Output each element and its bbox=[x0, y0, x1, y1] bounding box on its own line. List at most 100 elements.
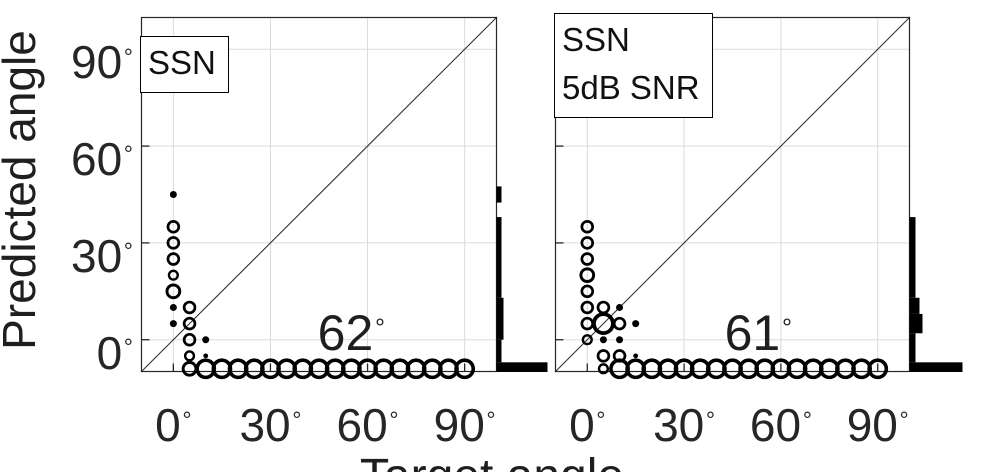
x-tick-label: 0° bbox=[155, 402, 191, 448]
scatter-point bbox=[579, 267, 596, 284]
mean-error-value: 61 bbox=[724, 305, 781, 362]
x-tick-label: 0° bbox=[569, 402, 605, 448]
scatter-point bbox=[166, 236, 181, 250]
scatter-point bbox=[867, 358, 889, 380]
scatter-point bbox=[182, 332, 197, 347]
tick-value: 90 bbox=[433, 399, 485, 451]
tick-value: 0 bbox=[155, 399, 181, 451]
x-tick-label: 60° bbox=[750, 402, 812, 448]
marginal-histogram-bar bbox=[496, 362, 548, 372]
degree-symbol: ° bbox=[182, 406, 192, 433]
plot-canvas-ssn-5db-snr bbox=[554, 16, 963, 380]
scatter-point bbox=[181, 360, 198, 377]
marginal-histogram-bar bbox=[496, 339, 502, 363]
scatter-point bbox=[616, 336, 624, 344]
degree-symbol: ° bbox=[782, 313, 792, 342]
scatter-point bbox=[182, 300, 197, 315]
marginal-histogram-bar bbox=[496, 217, 502, 298]
scatter-point bbox=[580, 300, 595, 315]
degree-symbol: ° bbox=[899, 406, 909, 433]
degree-symbol: ° bbox=[123, 237, 133, 264]
degree-symbol: ° bbox=[292, 406, 302, 433]
scatter-point bbox=[581, 334, 593, 346]
y-tick-label: 60° bbox=[71, 136, 133, 182]
marginal-histogram-bar bbox=[909, 217, 916, 298]
x-tick-label: 30° bbox=[239, 402, 301, 448]
mean-error-value: 62 bbox=[317, 305, 374, 362]
tick-value: 0 bbox=[569, 399, 595, 451]
y-tick-label: 30° bbox=[71, 233, 133, 279]
x-tick-label: 60° bbox=[337, 402, 399, 448]
subplot-ssn: SSN 62° 0° 30° 60° 90° bbox=[140, 16, 548, 448]
degree-symbol: ° bbox=[123, 334, 133, 361]
plot-canvas-ssn bbox=[140, 16, 548, 380]
tick-value: 60 bbox=[749, 399, 802, 451]
marginal-histogram-bar bbox=[909, 333, 916, 363]
scatter-point bbox=[169, 320, 177, 328]
x-tick-label: 90° bbox=[847, 402, 909, 448]
scatter-point bbox=[166, 252, 181, 266]
degree-symbol: ° bbox=[123, 140, 133, 167]
identity-line bbox=[140, 16, 498, 373]
mean-error-annotation: 62° bbox=[318, 308, 385, 358]
x-tick-label: 90° bbox=[434, 402, 496, 448]
marginal-histogram-bar bbox=[909, 297, 920, 314]
condition-label-box: SSN 5dB SNR bbox=[554, 13, 713, 118]
scatter-point bbox=[203, 353, 209, 359]
scatter-point bbox=[633, 353, 639, 359]
mean-error-annotation: 61° bbox=[725, 308, 792, 358]
tick-value: 90 bbox=[71, 36, 123, 89]
tick-value: 60 bbox=[71, 133, 123, 186]
degree-symbol: ° bbox=[802, 406, 812, 433]
subplot-ssn-5db-snr: SSN 5dB SNR 61° 0° 30° 60° 90° bbox=[554, 13, 963, 448]
scatter-point bbox=[580, 284, 595, 299]
scatter-point bbox=[580, 220, 595, 234]
x-axis-label: Target angle bbox=[360, 449, 624, 472]
condition-line: SSN bbox=[148, 44, 216, 81]
scatter-point bbox=[169, 191, 177, 198]
degree-symbol: ° bbox=[375, 313, 386, 342]
axes-box bbox=[554, 16, 911, 373]
scatter-point bbox=[597, 363, 610, 375]
scatter-point bbox=[596, 349, 611, 363]
scatter-point bbox=[454, 358, 476, 380]
y-axis-label: Predicted angle bbox=[0, 30, 45, 350]
scatter-point bbox=[580, 252, 595, 266]
scatter-point bbox=[183, 350, 196, 362]
condition-line: 5dB SNR bbox=[562, 68, 700, 106]
scatter-point bbox=[166, 220, 181, 234]
x-tick-label: 30° bbox=[653, 402, 715, 448]
condition-label-box: SSN bbox=[140, 36, 229, 93]
scatter-point bbox=[182, 316, 197, 331]
tick-value: 0 bbox=[96, 326, 123, 379]
tick-value: 60 bbox=[336, 399, 388, 451]
degree-symbol: ° bbox=[123, 43, 133, 70]
scatter-point bbox=[612, 316, 627, 331]
identity-line bbox=[554, 16, 911, 373]
scatter-point bbox=[169, 303, 177, 311]
degree-symbol: ° bbox=[389, 406, 399, 433]
marginal-histogram-bar bbox=[909, 362, 963, 372]
marginal-histogram-bar bbox=[496, 297, 504, 340]
scatter-point bbox=[599, 336, 607, 344]
scatter-point bbox=[165, 283, 182, 300]
tick-value: 30 bbox=[653, 399, 705, 451]
degree-symbol: ° bbox=[486, 406, 496, 433]
y-tick-label: 90° bbox=[71, 39, 133, 85]
degree-symbol: ° bbox=[705, 406, 716, 433]
tick-value: 90 bbox=[846, 399, 898, 451]
y-tick-label: 0° bbox=[97, 330, 133, 376]
tick-value: 30 bbox=[71, 229, 123, 282]
scatter-point bbox=[616, 303, 624, 311]
scatter-point bbox=[580, 236, 595, 250]
marginal-histogram-bar bbox=[496, 186, 502, 203]
tick-value: 30 bbox=[239, 399, 291, 451]
marginal-histogram-bar bbox=[909, 313, 923, 334]
scatter-point bbox=[596, 300, 611, 315]
scatter-point bbox=[202, 336, 210, 344]
degree-symbol: ° bbox=[596, 406, 606, 433]
scatter-point bbox=[167, 269, 179, 281]
scatter-point bbox=[632, 320, 640, 328]
condition-line: SSN bbox=[562, 21, 630, 58]
